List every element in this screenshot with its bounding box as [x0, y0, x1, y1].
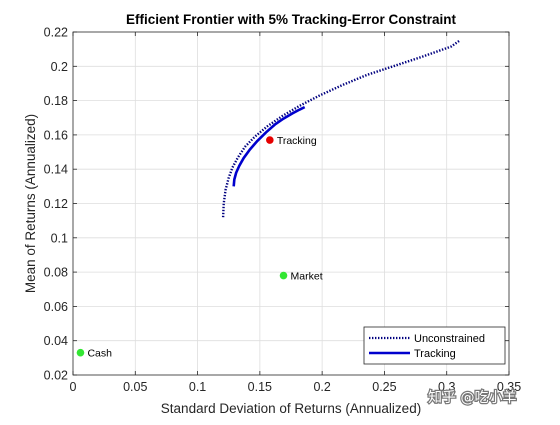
legend-label-tracking: Tracking	[414, 348, 456, 360]
point-cash	[76, 348, 85, 357]
legend: Unconstrained Tracking	[363, 326, 506, 365]
x-tick-label: 0.15	[248, 380, 272, 394]
x-tick-label: 0.1	[189, 380, 206, 394]
watermark-text: 知乎 @吃小羊	[428, 389, 516, 406]
x-tick-label: 0.35	[497, 380, 521, 394]
series-line-unconstrained	[221, 39, 460, 218]
series-layer	[221, 39, 460, 218]
y-tick-label: 0.14	[44, 163, 68, 177]
y-axis-label: Mean of Returns (Annualized)	[23, 114, 38, 293]
y-tick-label: 0.12	[44, 197, 68, 211]
point-tracking	[266, 136, 274, 144]
x-tick-label: 0.2	[313, 380, 330, 394]
axis-ticks: 0 0.05 0.1 0.15 0.2 0.25 0.3 0.35 0.02 0.04 0.06 0.…	[44, 26, 522, 395]
y-tick-label: 0.2	[51, 60, 68, 74]
y-tick-label: 0.06	[44, 300, 68, 314]
point-label-market: Market	[291, 271, 323, 283]
legend-label-unconstrained: Unconstrained	[414, 333, 485, 345]
y-tick-label: 0.02	[44, 369, 68, 383]
legend-box	[363, 326, 506, 365]
x-tick-label: 0	[70, 380, 77, 394]
point-label-cash: Cash	[87, 348, 112, 360]
point-label-tracking: Tracking	[277, 135, 317, 147]
watermark: 知乎 @吃小羊	[427, 388, 518, 407]
y-tick-label: 0.08	[44, 266, 68, 280]
x-axis-label: Standard Deviation of Returns (Annualize…	[161, 401, 421, 416]
y-tick-label: 0.04	[44, 334, 68, 348]
chart-title: Efficient Frontier with 5% Tracking-Erro…	[126, 12, 457, 27]
y-tick-label: 0.1	[51, 231, 68, 245]
series-line-tracking	[232, 105, 306, 187]
x-tick-label: 0.25	[372, 380, 396, 394]
x-tick-label: 0.3	[438, 380, 455, 394]
y-tick-label: 0.22	[44, 26, 68, 40]
point-market	[279, 271, 288, 280]
y-tick-label: 0.16	[44, 128, 68, 142]
x-tick-label: 0.05	[123, 380, 147, 394]
points-layer: Tracking Market Cash	[76, 135, 323, 360]
y-tick-label: 0.18	[44, 94, 68, 108]
